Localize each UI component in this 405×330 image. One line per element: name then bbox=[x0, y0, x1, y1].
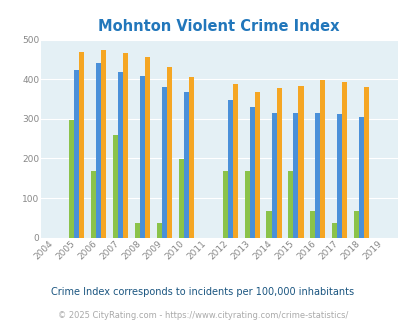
Bar bbox=[320, 81, 325, 238]
Bar bbox=[244, 172, 249, 238]
Bar bbox=[331, 223, 337, 238]
Title: Mohnton Violent Crime Index: Mohnton Violent Crime Index bbox=[98, 19, 339, 34]
Bar bbox=[156, 223, 162, 238]
Bar bbox=[162, 87, 166, 238]
Bar bbox=[188, 77, 194, 238]
Bar bbox=[266, 211, 271, 238]
Bar bbox=[118, 73, 123, 238]
Bar bbox=[293, 113, 298, 238]
Bar bbox=[227, 100, 232, 238]
Text: Crime Index corresponds to incidents per 100,000 inhabitants: Crime Index corresponds to incidents per… bbox=[51, 287, 354, 297]
Bar bbox=[271, 113, 276, 238]
Bar bbox=[113, 135, 118, 238]
Bar bbox=[298, 85, 303, 238]
Bar bbox=[341, 82, 347, 238]
Bar bbox=[74, 70, 79, 238]
Bar bbox=[96, 63, 101, 238]
Bar bbox=[69, 119, 74, 238]
Bar bbox=[315, 113, 320, 238]
Bar bbox=[91, 172, 96, 238]
Bar bbox=[249, 107, 254, 238]
Bar bbox=[166, 67, 172, 238]
Bar bbox=[145, 57, 150, 238]
Bar bbox=[309, 211, 315, 238]
Bar bbox=[353, 211, 358, 238]
Bar bbox=[358, 117, 363, 238]
Bar bbox=[140, 76, 145, 238]
Bar bbox=[276, 88, 281, 238]
Bar bbox=[134, 223, 140, 238]
Text: © 2025 CityRating.com - https://www.cityrating.com/crime-statistics/: © 2025 CityRating.com - https://www.city… bbox=[58, 311, 347, 320]
Bar bbox=[232, 84, 237, 238]
Bar bbox=[183, 92, 188, 238]
Bar bbox=[254, 92, 259, 238]
Bar bbox=[178, 159, 183, 238]
Bar bbox=[337, 115, 341, 238]
Bar bbox=[101, 50, 106, 238]
Bar bbox=[222, 171, 227, 238]
Bar bbox=[79, 52, 84, 238]
Bar bbox=[123, 53, 128, 238]
Bar bbox=[363, 87, 369, 238]
Bar bbox=[288, 172, 293, 238]
